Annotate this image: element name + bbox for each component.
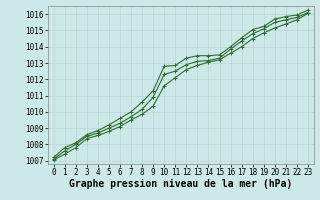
X-axis label: Graphe pression niveau de la mer (hPa): Graphe pression niveau de la mer (hPa) [69, 179, 292, 189]
